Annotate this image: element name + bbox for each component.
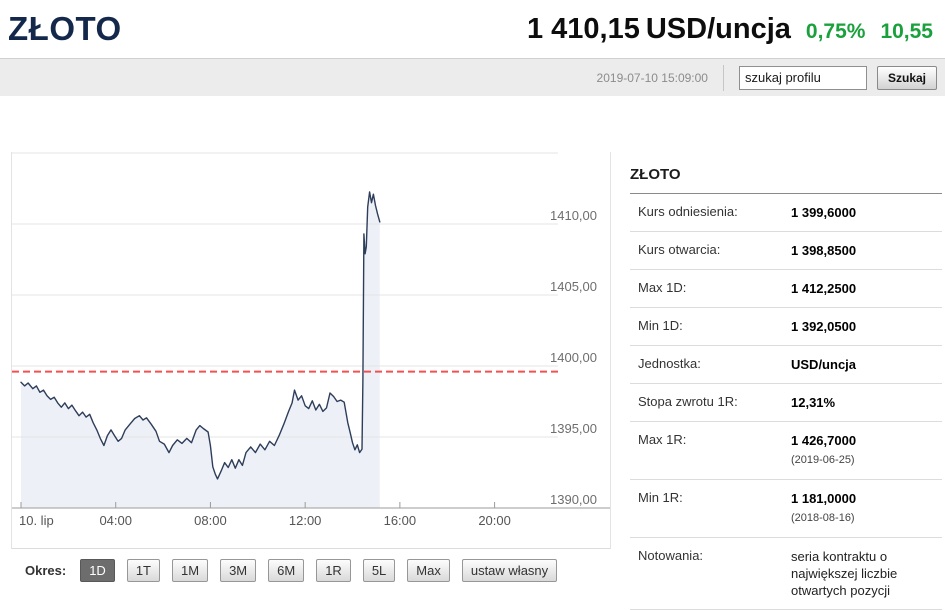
details-row-label: Kurs odniesienia: (638, 204, 738, 219)
instrument-header: ZŁOTO 1 410,15 USD/uncja 0,75% 10,55 (0, 0, 945, 59)
details-row-value: 12,31% (791, 395, 836, 410)
details-panel: ZŁOTO Kurs odniesienia: 1 399,6000 Kurs ot… (630, 152, 942, 610)
details-row: Max 1R: 1 426,7000 (2019-06-25) (630, 422, 942, 480)
change-percent: 0,75% (805, 19, 866, 43)
details-row: Max 1D: 1 412,2500 (630, 270, 942, 308)
period-button-6m[interactable]: 6M (268, 559, 305, 582)
svg-text:08:00: 08:00 (194, 513, 227, 528)
svg-text:16:00: 16:00 (384, 513, 417, 528)
chart-section: 10. lip 04:00 08:00 12:00 16:00 20:00 1410,00 1… (11, 152, 611, 610)
period-buttons: 1D 1T 1M 3M 6M 1R 5L Max ustaw własny (80, 559, 558, 582)
details-row-label: Jednostka: (638, 356, 701, 371)
svg-text:1390,00: 1390,00 (550, 492, 597, 507)
quote-toolbar: 2019-07-10 15:09:00 Szukaj (0, 59, 945, 96)
period-button-max[interactable]: Max (407, 559, 450, 582)
period-label: Okres: (25, 563, 67, 578)
period-button-1r[interactable]: 1R (316, 559, 351, 582)
search-input[interactable] (738, 65, 867, 90)
details-row-label: Max 1D: (638, 280, 687, 295)
period-button-1d[interactable]: 1D (80, 559, 115, 582)
chart-card: 10. lip 04:00 08:00 12:00 16:00 20:00 1410,00 1… (11, 152, 611, 549)
details-row-label: Stopa zwrotu 1R: (638, 394, 738, 409)
details-row: Min 1D: 1 392,0500 (630, 308, 942, 346)
period-button-1m[interactable]: 1M (172, 559, 209, 582)
svg-text:04:00: 04:00 (99, 513, 132, 528)
details-row: Min 1R: 1 181,0000 (2018-08-16) (630, 480, 942, 538)
period-button-5l[interactable]: 5L (362, 559, 396, 582)
details-row: Jednostka: USD/uncja (630, 346, 942, 384)
quote-summary: 1 410,15 USD/uncja 0,75% 10,55 (527, 13, 933, 46)
main-content: 10. lip 04:00 08:00 12:00 16:00 20:00 1410,00 1… (11, 152, 945, 610)
toolbar-divider (722, 64, 724, 91)
svg-text:10. lip: 10. lip (19, 513, 54, 528)
details-row-value: 1 398,8500 (791, 243, 857, 258)
svg-text:12:00: 12:00 (289, 513, 322, 528)
details-row: Stopa zwrotu 1R: 12,31% (630, 384, 942, 422)
period-button-3m[interactable]: 3M (220, 559, 257, 582)
period-button-1t[interactable]: 1T (126, 559, 160, 582)
details-row-date: (2019-06-25) (791, 454, 855, 466)
intraday-price-chart[interactable]: 10. lip 04:00 08:00 12:00 16:00 20:00 1410,00 1… (12, 152, 610, 548)
svg-text:1410,00: 1410,00 (550, 208, 597, 223)
search-button[interactable]: Szukaj (876, 65, 937, 90)
details-row-value: seria kontraktu o największej liczbie ot… (791, 549, 898, 598)
instrument-title: ZŁOTO (8, 10, 122, 47)
details-row-value: USD/uncja (791, 357, 857, 372)
details-row-value: 1 426,7000 (2019-06-25) (791, 432, 942, 469)
price-unit: USD/uncja (645, 12, 791, 45)
period-selector: Okres: 1D 1T 1M 3M 6M 1R 5L Max ustaw własny (25, 559, 611, 582)
details-row-label: Notowania: (638, 548, 704, 563)
details-table: Kurs odniesienia: 1 399,6000 Kurs otwarcia… (630, 194, 942, 610)
price-value: 1 410,15 (526, 12, 640, 45)
svg-text:1395,00: 1395,00 (550, 421, 597, 436)
svg-text:1405,00: 1405,00 (550, 279, 597, 294)
current-price: 1 410,15 USD/uncja (527, 13, 791, 46)
quote-timestamp: 2019-07-10 15:09:00 (596, 70, 708, 85)
details-row-label: Min 1D: (638, 318, 683, 333)
svg-text:1400,00: 1400,00 (550, 350, 597, 365)
details-row-value: 1 181,0000 (2018-08-16) (791, 490, 942, 527)
details-row-value: 1 412,2500 (791, 281, 857, 296)
svg-text:20:00: 20:00 (478, 513, 511, 528)
details-row-label: Kurs otwarcia: (638, 242, 721, 257)
details-row: Notowania: seria kontraktu o największej … (630, 538, 942, 610)
details-row: Kurs odniesienia: 1 399,6000 (630, 194, 942, 232)
period-button-ustaw-własny[interactable]: ustaw własny (461, 559, 558, 582)
details-title: ZŁOTO (630, 156, 942, 194)
details-row-value: 1 399,6000 (791, 205, 857, 220)
details-row: Kurs otwarcia: 1 398,8500 (630, 232, 942, 270)
details-row-label: Min 1R: (638, 490, 683, 505)
details-row-date: (2018-08-16) (791, 512, 855, 524)
details-row-value: 1 392,0500 (791, 319, 857, 334)
details-row-label: Max 1R: (638, 432, 687, 447)
change-absolute: 10,55 (880, 19, 933, 43)
